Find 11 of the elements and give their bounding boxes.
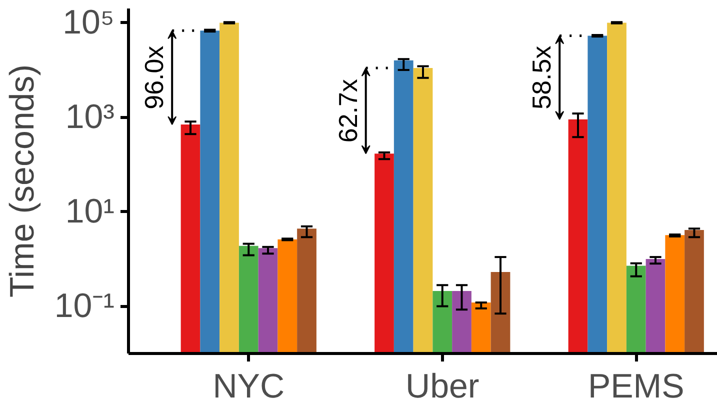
annotation: 96.0x (139, 46, 170, 110)
y-tick-label: 10¹ (65, 192, 114, 231)
annotation: 62.7x (332, 79, 363, 143)
y-tick-label: 10³ (65, 98, 114, 136)
y-axis-title: Time (seconds) (3, 64, 42, 298)
x-tick-label: PEMS (588, 368, 684, 406)
y-tick-label: 10⁻¹ (54, 287, 114, 326)
x-tick-label: NYC (212, 368, 285, 406)
x-tick-label: Uber (406, 368, 480, 406)
annotation: 58.5x (526, 46, 557, 110)
y-tick-label: 10⁵ (62, 4, 115, 42)
